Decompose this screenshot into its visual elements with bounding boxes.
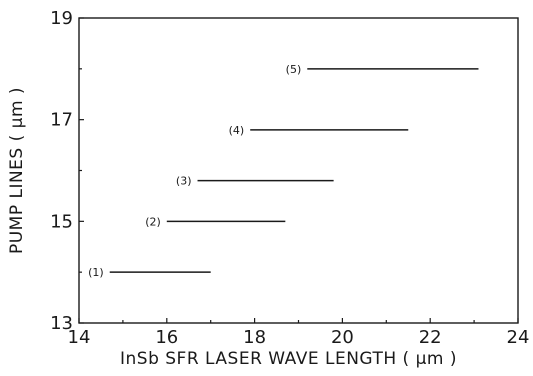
x-tick-label: 20 <box>331 327 354 348</box>
y-tick-label: 19 <box>50 8 73 29</box>
x-tick-label: 22 <box>419 327 442 348</box>
y-axis-title: PUMP LINES ( μm ) <box>7 87 27 254</box>
segment-label: (5) <box>286 63 302 76</box>
x-tick-label: 18 <box>243 327 266 348</box>
x-tick-label: 16 <box>155 327 178 348</box>
segment-label: (2) <box>145 215 161 228</box>
segment-label: (1) <box>88 266 104 279</box>
segment-label: (3) <box>176 175 192 188</box>
y-tick-label: 17 <box>50 110 73 131</box>
x-tick-label: 14 <box>68 327 91 348</box>
x-axis-title: InSb SFR LASER WAVE LENGTH ( μm ) <box>120 349 457 369</box>
x-tick-label: 24 <box>507 327 530 348</box>
x-axis: 14 16 18 20 22 24 <box>68 318 530 348</box>
data-segments: (1) (2) (3) (4) (5) <box>88 63 479 279</box>
y-tick-label: 13 <box>50 313 73 334</box>
segment-label: (4) <box>229 124 245 137</box>
y-axis: 13 15 17 19 <box>50 8 84 334</box>
y-tick-label: 15 <box>50 211 73 232</box>
